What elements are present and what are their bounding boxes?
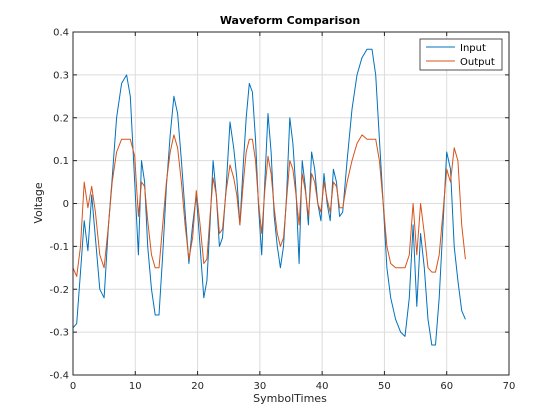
y-tick-label: 0.4 [53, 28, 69, 39]
x-tick-label: 30 [253, 381, 266, 392]
y-tick-label: 0.2 [53, 113, 69, 124]
x-tick-label: 0 [70, 381, 76, 392]
axis-ticks [72, 31, 510, 376]
y-tick-label: -0.1 [49, 242, 69, 253]
legend: Input Output [419, 38, 503, 71]
y-tick-label: 0.3 [53, 70, 69, 81]
series-lines [72, 48, 466, 346]
x-tick-label: 70 [503, 381, 516, 392]
series-line-input [72, 48, 466, 346]
y-tick-label: 0.1 [53, 156, 69, 167]
y-tick-label: -0.3 [49, 328, 69, 339]
x-tick-labels: 0 10 20 30 40 50 60 70 [70, 381, 516, 392]
series-line-output [72, 134, 466, 277]
x-tick-label: 50 [378, 381, 391, 392]
y-tick-label: -0.4 [49, 371, 69, 382]
x-tick-label: 20 [191, 381, 204, 392]
y-tick-label: -0.2 [49, 285, 69, 296]
y-tick-label: 0 [63, 199, 69, 210]
x-axis-label: SymbolTimes [253, 392, 327, 405]
x-tick-label: 60 [440, 381, 453, 392]
x-tick-label: 40 [316, 381, 329, 392]
legend-box [419, 38, 503, 71]
x-tick-label: 10 [129, 381, 142, 392]
y-tick-labels: -0.4 -0.3 -0.2 -0.1 0 0.1 0.2 0.3 0.4 [49, 28, 69, 382]
legend-label-input: Input [460, 43, 486, 54]
y-axis-label: Voltage [32, 182, 45, 223]
legend-label-output: Output [460, 57, 495, 68]
chart-title: Waveform Comparison [220, 14, 360, 27]
